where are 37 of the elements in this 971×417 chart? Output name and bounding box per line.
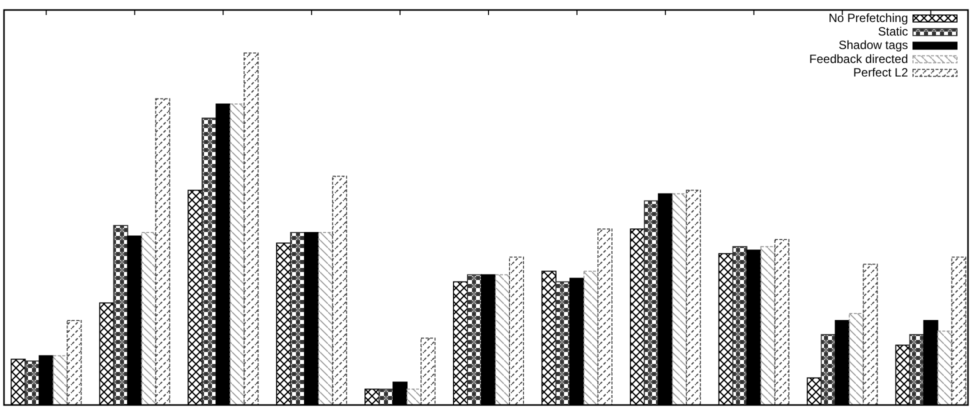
bar — [937, 330, 952, 406]
bar — [686, 190, 701, 406]
bar — [318, 232, 334, 406]
legend-label: Perfect L2 — [853, 65, 908, 80]
bar — [672, 193, 687, 406]
bar — [202, 118, 217, 406]
bar — [495, 274, 510, 406]
bar — [244, 52, 259, 406]
bar — [555, 281, 570, 406]
bar — [909, 334, 924, 406]
bar — [774, 239, 790, 406]
bar — [230, 104, 245, 406]
bar — [141, 232, 156, 406]
bar — [848, 312, 864, 406]
legend-label: Shadow tags — [838, 38, 908, 52]
bar — [52, 355, 68, 406]
bar — [644, 200, 659, 406]
bar — [509, 256, 524, 406]
bar — [597, 228, 612, 406]
bar — [420, 338, 436, 406]
bar — [467, 274, 482, 406]
bar — [760, 246, 776, 406]
bar — [290, 232, 306, 406]
bar — [583, 270, 598, 406]
legend-label: Feedback directed — [809, 52, 908, 66]
bar — [951, 256, 966, 406]
bar — [332, 176, 348, 406]
bar — [66, 320, 82, 406]
bar — [155, 98, 170, 406]
bar — [24, 360, 40, 406]
bar — [732, 246, 748, 406]
legend-label: No Prefetching — [828, 11, 908, 25]
bar — [406, 388, 422, 406]
bar — [820, 334, 836, 406]
bar — [113, 224, 128, 406]
bar — [862, 264, 878, 406]
legend-label: Static — [878, 24, 908, 39]
